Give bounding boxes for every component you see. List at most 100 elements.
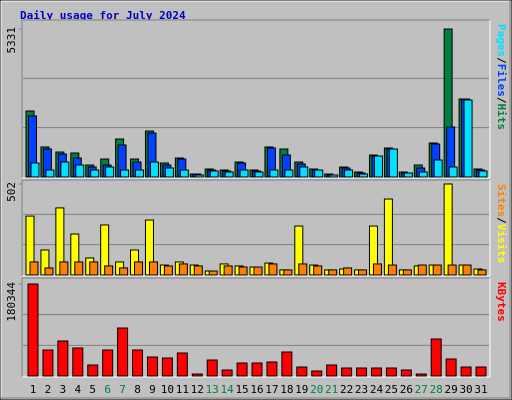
bar — [343, 267, 353, 276]
legend: KBytes — [495, 282, 508, 322]
bar — [44, 267, 54, 276]
bar — [29, 261, 39, 276]
bar — [432, 264, 442, 276]
bar — [283, 269, 293, 276]
bar — [75, 164, 85, 178]
bar — [328, 269, 338, 276]
legend-entry: Hits — [495, 104, 508, 131]
bar — [254, 171, 264, 178]
bar — [90, 169, 100, 178]
bar — [119, 267, 129, 276]
bar — [326, 364, 338, 377]
bar — [221, 369, 233, 377]
bar — [163, 265, 173, 276]
bar — [193, 265, 203, 276]
x-tick-label: 12 — [191, 383, 204, 396]
legend-separator: / — [495, 57, 508, 64]
bar — [149, 161, 159, 178]
bar — [176, 352, 188, 377]
bar — [418, 171, 428, 178]
legend-entry: Visits — [495, 224, 508, 264]
bar — [417, 264, 427, 276]
bar — [447, 264, 457, 276]
bar — [463, 99, 473, 178]
bar — [30, 162, 40, 178]
legend-entry: KBytes — [495, 282, 508, 322]
bar — [269, 169, 279, 178]
bar — [208, 270, 218, 276]
legend-entry: Pages — [495, 24, 508, 57]
bar — [105, 166, 115, 178]
bar — [59, 261, 69, 276]
legend-entry: Files — [495, 64, 508, 97]
bar — [385, 367, 397, 377]
bar — [266, 361, 278, 377]
bar — [478, 170, 488, 178]
bar — [388, 148, 398, 178]
bar — [313, 265, 323, 276]
x-tick-label: 14 — [221, 383, 235, 396]
y-tick-label: 5331 — [5, 27, 18, 54]
bar — [223, 265, 233, 276]
bar — [117, 327, 129, 377]
bar — [462, 264, 472, 276]
x-tick-label: 9 — [149, 383, 156, 396]
bar — [42, 349, 54, 377]
bar — [74, 261, 84, 276]
bar — [383, 198, 393, 276]
legend-separator: / — [495, 217, 508, 224]
bar — [224, 171, 234, 178]
bar — [161, 357, 173, 377]
x-tick-label: 8 — [134, 383, 141, 396]
x-tick-label: 26 — [400, 383, 413, 396]
bar — [415, 373, 427, 377]
x-tick-label: 3 — [60, 383, 67, 396]
bar — [89, 261, 99, 276]
x-tick-label: 17 — [265, 383, 278, 396]
bar — [430, 338, 442, 377]
bar — [194, 174, 204, 178]
bar — [299, 166, 309, 178]
bar — [475, 366, 487, 377]
bar — [148, 261, 158, 276]
bar — [146, 356, 158, 377]
x-tick-label: 2 — [45, 383, 52, 396]
x-tick-label: 13 — [206, 383, 219, 396]
bar — [135, 169, 145, 178]
bar — [284, 169, 294, 178]
panel — [22, 278, 490, 377]
bar — [341, 367, 353, 377]
bar — [72, 347, 84, 377]
x-tick-label: 18 — [280, 383, 293, 396]
bar — [372, 263, 382, 276]
bar — [460, 366, 472, 377]
x-tick-label: 28 — [430, 383, 443, 396]
legend: Pages/Files/Hits — [495, 24, 508, 130]
bar — [281, 351, 293, 377]
bar — [104, 265, 114, 276]
bar — [314, 169, 324, 178]
bar — [238, 266, 248, 276]
bar — [206, 359, 218, 377]
y-tick-label: 180344 — [5, 282, 18, 322]
x-tick-label: 6 — [104, 383, 111, 396]
legend-entry: Sites — [495, 184, 508, 217]
bar — [298, 263, 308, 276]
panel — [22, 20, 490, 178]
bar — [370, 367, 382, 377]
x-tick-label: 15 — [235, 383, 248, 396]
bar — [403, 172, 413, 178]
bar — [358, 269, 368, 276]
bar — [132, 349, 144, 377]
bar — [179, 169, 189, 178]
bar — [120, 169, 130, 178]
bar — [356, 367, 368, 377]
bar — [387, 264, 397, 276]
x-tick-label: 30 — [459, 383, 472, 396]
legend: Sites/Visits — [495, 184, 508, 264]
x-tick-label: 24 — [370, 383, 384, 396]
bar — [268, 263, 278, 276]
panel — [22, 180, 490, 276]
